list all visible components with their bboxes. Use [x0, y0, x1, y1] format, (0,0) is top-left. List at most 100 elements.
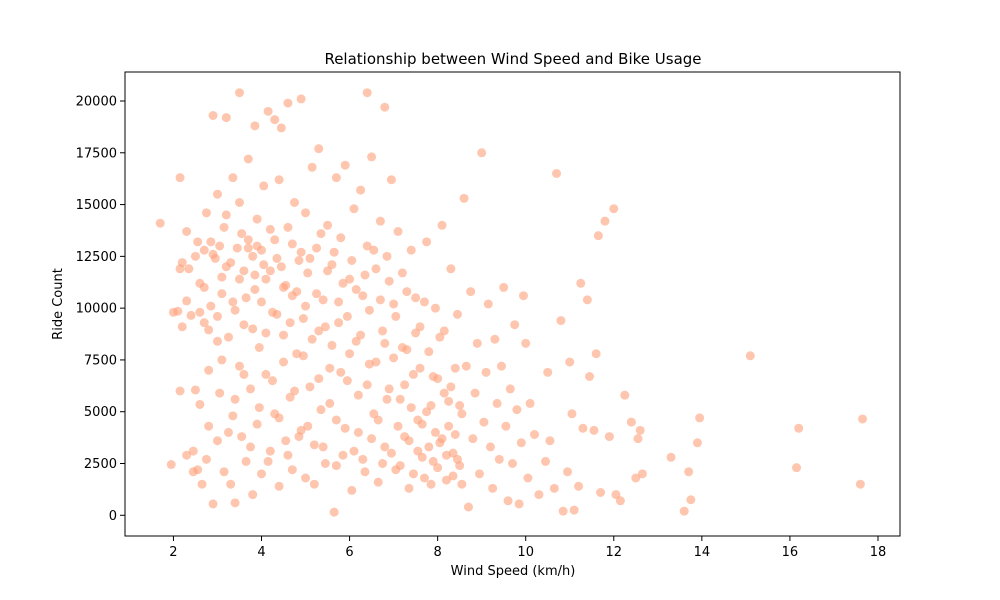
data-point: [212, 189, 222, 199]
data-point: [558, 506, 568, 516]
data-point: [212, 311, 222, 321]
data-point: [479, 417, 489, 427]
data-point: [254, 403, 264, 413]
data-point: [204, 365, 214, 375]
data-point: [419, 473, 429, 483]
data-point: [340, 160, 350, 170]
data-point: [563, 467, 573, 477]
data-point: [468, 434, 478, 444]
data-point: [279, 357, 289, 367]
data-point: [316, 405, 326, 415]
data-point: [257, 297, 267, 307]
data-point: [516, 438, 526, 448]
data-point: [457, 479, 467, 489]
data-point: [426, 401, 436, 410]
data-point: [283, 98, 293, 108]
data-point: [263, 106, 273, 116]
data-point: [223, 427, 233, 437]
data-point: [519, 291, 529, 301]
data-point: [265, 224, 275, 234]
data-point: [305, 253, 315, 263]
data-point: [406, 245, 416, 255]
data-point: [369, 409, 379, 419]
data-point: [239, 320, 249, 330]
data-point: [362, 88, 372, 98]
data-point: [263, 456, 273, 466]
data-point: [215, 388, 225, 398]
data-point: [217, 355, 227, 365]
data-point: [408, 369, 418, 379]
data-point: [393, 421, 403, 431]
data-point: [303, 268, 313, 278]
data-point: [177, 258, 187, 268]
data-point: [633, 434, 643, 444]
data-point: [530, 430, 540, 439]
data-point: [190, 385, 200, 395]
data-point: [292, 287, 302, 297]
y-tick-label: 0: [109, 509, 117, 524]
data-point: [400, 380, 410, 390]
data-point: [243, 235, 253, 245]
data-point: [609, 204, 619, 214]
data-point: [452, 454, 462, 464]
data-point: [173, 306, 183, 316]
data-point: [384, 276, 394, 286]
data-point: [193, 237, 203, 247]
data-point: [234, 274, 244, 284]
data-point: [437, 220, 447, 230]
data-point: [415, 363, 425, 373]
data-point: [347, 485, 357, 495]
data-point: [206, 237, 216, 247]
data-point: [450, 430, 460, 439]
data-point: [301, 473, 311, 483]
data-point: [446, 264, 456, 274]
data-point: [331, 461, 341, 471]
data-point: [569, 505, 579, 515]
data-point: [234, 88, 244, 98]
data-point: [459, 193, 469, 203]
data-point: [494, 454, 504, 464]
data-point: [201, 454, 211, 464]
x-axis-label: Wind Speed (km/h): [451, 564, 576, 579]
data-point: [386, 448, 396, 458]
data-point: [496, 361, 506, 371]
data-point: [430, 427, 440, 437]
data-point: [228, 297, 238, 307]
data-point: [439, 326, 449, 336]
data-point: [276, 123, 286, 133]
data-point: [166, 460, 176, 470]
data-point: [349, 204, 359, 214]
data-point: [455, 401, 465, 410]
y-tick-label: 10000: [76, 302, 117, 317]
data-point: [567, 409, 577, 419]
data-point: [334, 297, 344, 307]
data-point: [250, 270, 260, 280]
y-axis-label: Ride Count: [51, 268, 66, 340]
y-tick-label: 15000: [76, 198, 117, 213]
data-point: [362, 380, 372, 390]
data-point: [338, 450, 348, 460]
data-point: [360, 467, 370, 477]
data-point: [208, 499, 218, 509]
data-point: [356, 185, 366, 195]
data-point: [424, 442, 434, 452]
data-point: [338, 278, 348, 288]
data-point: [175, 173, 185, 183]
data-point: [578, 423, 588, 433]
x-tick-label: 4: [257, 545, 265, 560]
data-point: [281, 436, 291, 446]
data-point: [316, 229, 326, 239]
data-point: [248, 490, 258, 500]
data-point: [290, 198, 300, 207]
data-point: [327, 340, 337, 350]
data-point: [190, 251, 200, 261]
data-point: [508, 459, 517, 468]
data-point: [481, 367, 491, 377]
data-point: [323, 220, 333, 230]
data-point: [184, 264, 194, 274]
data-point: [474, 469, 484, 479]
data-point: [523, 473, 533, 483]
plot-frame: [124, 71, 901, 537]
data-point: [228, 411, 238, 421]
